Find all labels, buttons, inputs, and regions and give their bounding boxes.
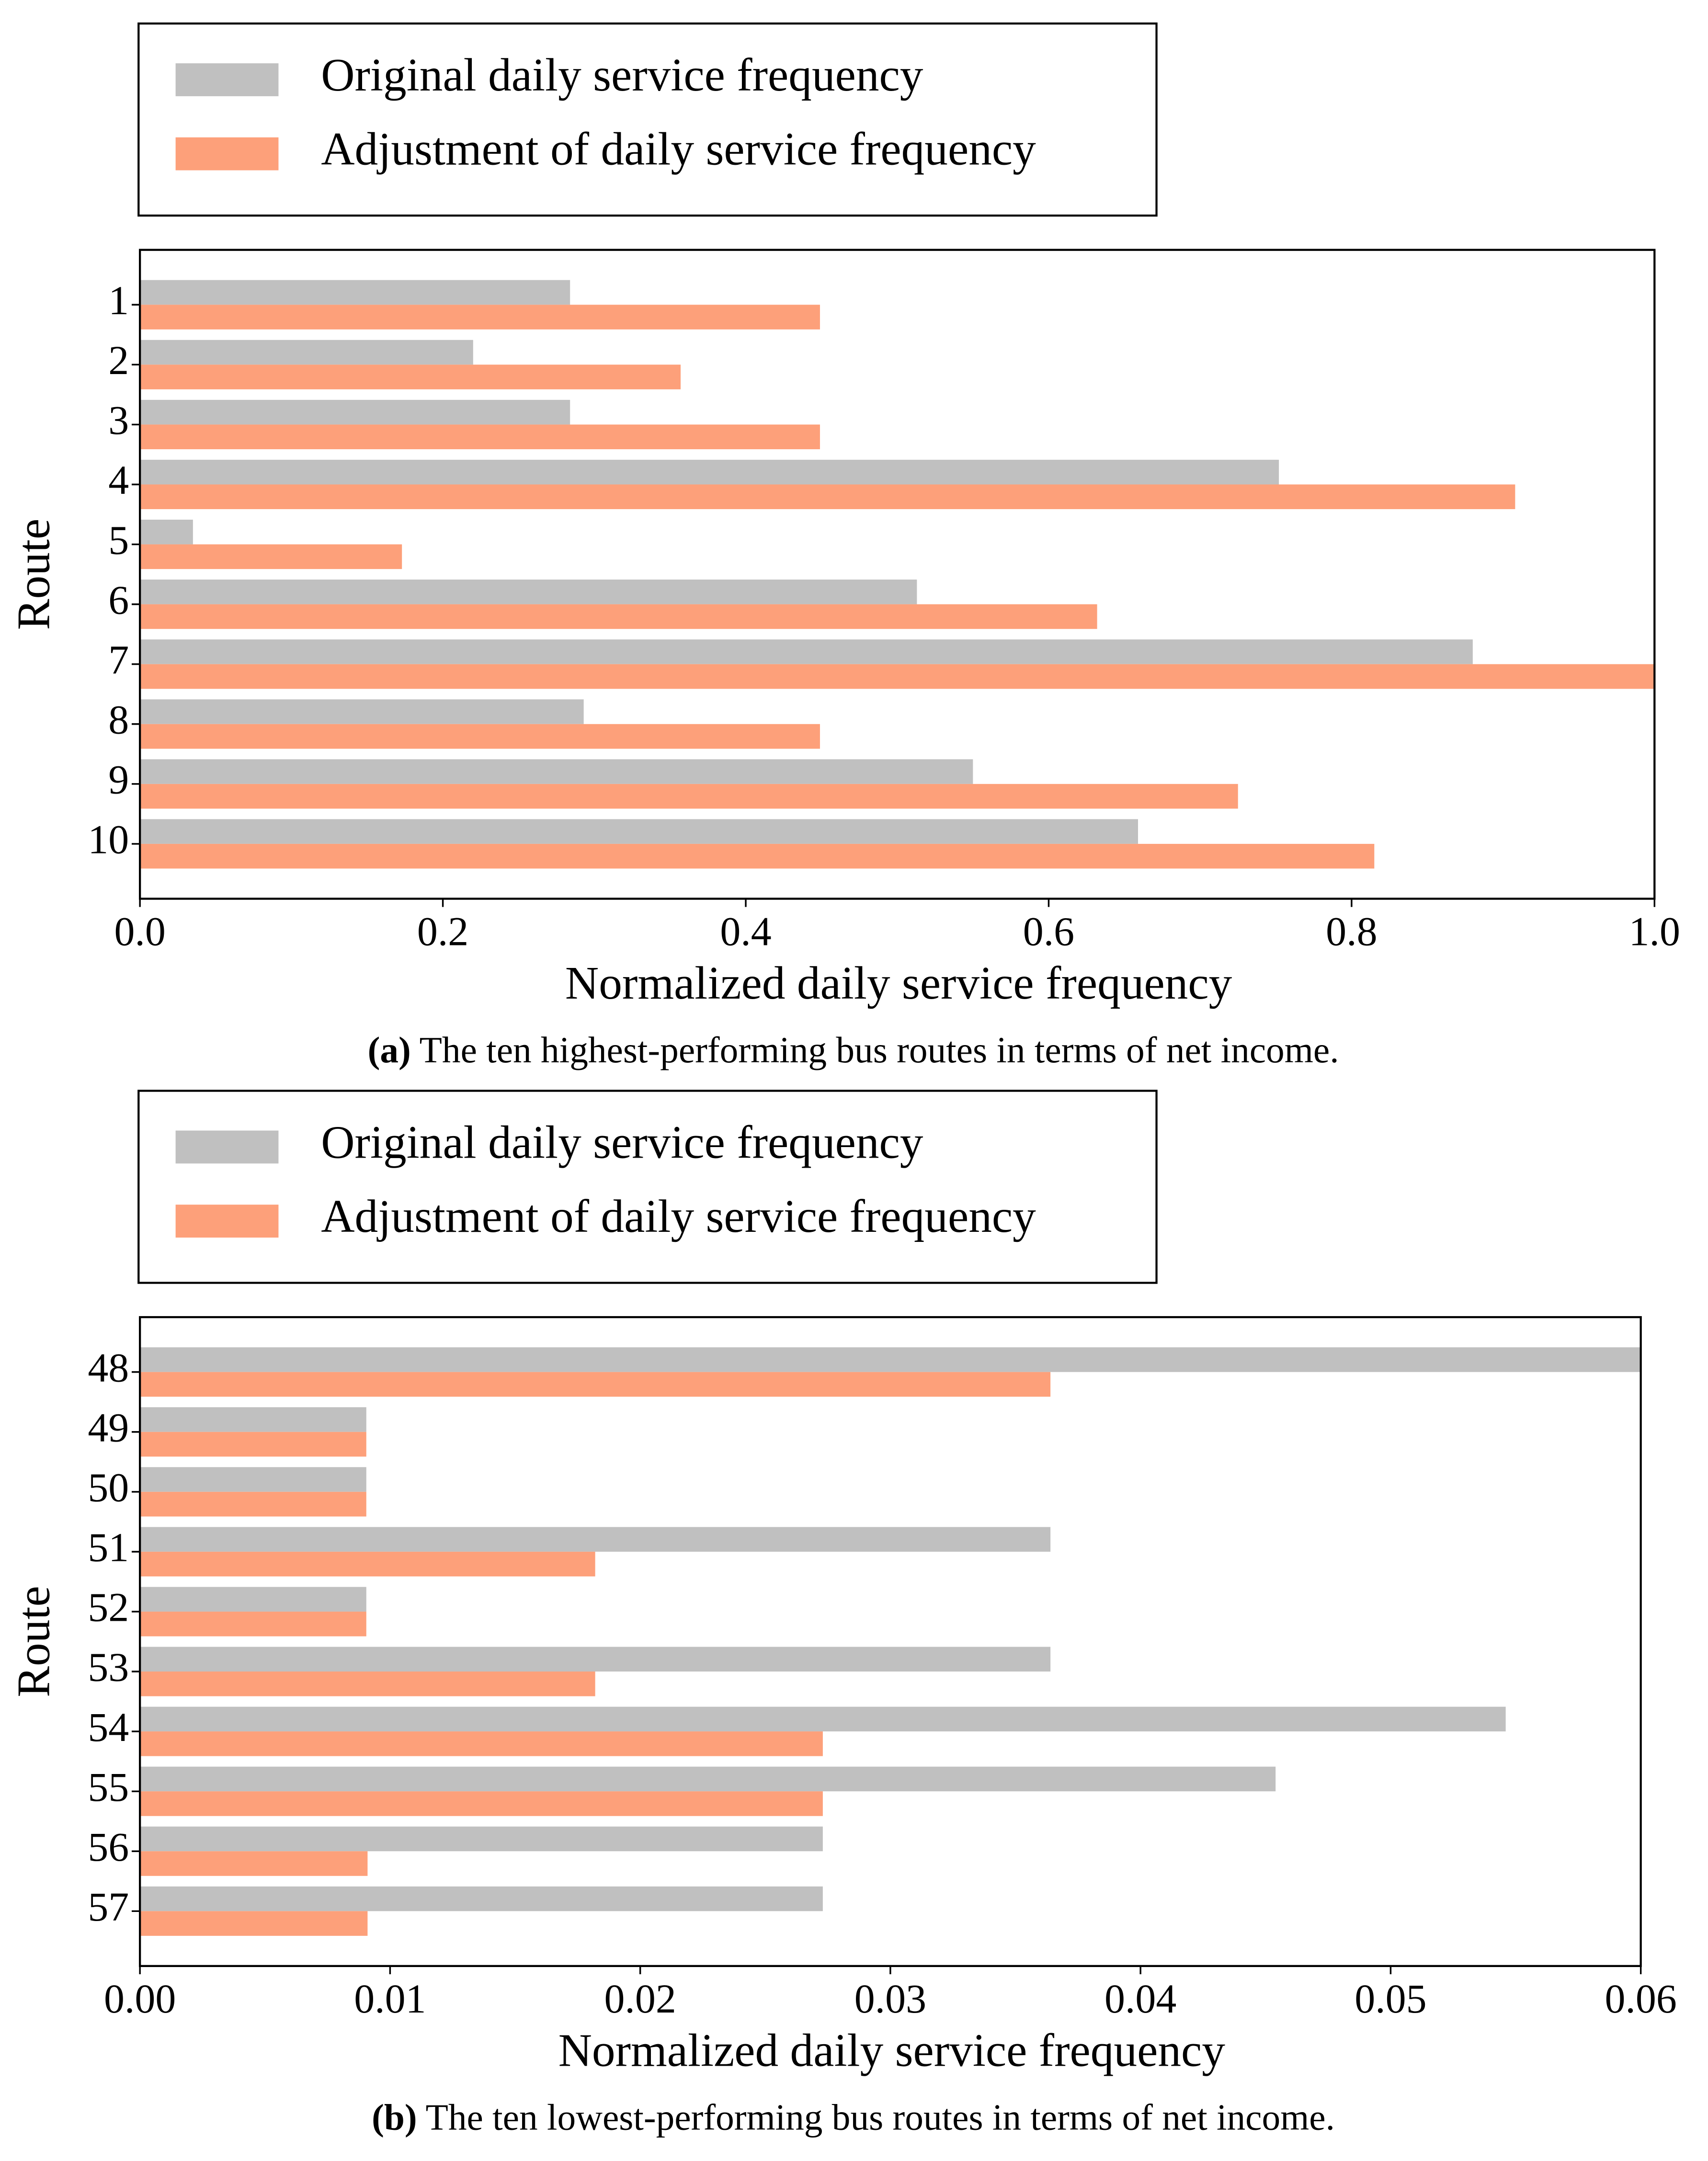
bar: [140, 1467, 366, 1492]
legend-swatch: [175, 137, 279, 171]
bar: [140, 580, 917, 604]
bar: [140, 1911, 368, 1936]
caption-label: (b): [372, 2096, 417, 2138]
x-tick-label: 1.0: [1629, 909, 1680, 955]
bar: [140, 784, 1238, 809]
y-tick-label: 55: [88, 1764, 129, 1810]
legend-swatch: [175, 1130, 279, 1164]
x-tick-label: 0.04: [1105, 1976, 1176, 2022]
bar: [140, 699, 584, 724]
bar: [140, 305, 820, 330]
bar: [140, 1407, 366, 1432]
legend-swatch: [175, 63, 279, 96]
bar: [140, 1766, 1276, 1792]
y-tick-label: 52: [88, 1584, 129, 1630]
y-tick-label: 51: [88, 1524, 129, 1570]
legend-label: Original daily service frequency: [321, 49, 923, 101]
bar: [140, 1491, 366, 1517]
bar: [140, 544, 402, 569]
y-tick-label: 1: [108, 277, 129, 323]
bar: [140, 1706, 1506, 1732]
bar: [140, 1791, 823, 1816]
legend-box: [137, 22, 1158, 217]
x-tick-label: 0.02: [604, 1976, 676, 2022]
bar: [140, 1347, 1641, 1372]
legend-label: Original daily service frequency: [321, 1116, 923, 1168]
bar: [140, 484, 1515, 510]
bar: [140, 364, 681, 389]
caption: (a) The ten highest-performing bus route…: [368, 1029, 1339, 1070]
bar: [140, 1731, 823, 1756]
x-tick-label: 0.00: [104, 1976, 176, 2022]
y-tick-label: 6: [108, 577, 129, 623]
y-tick-label: 56: [88, 1824, 129, 1870]
legend-swatch: [175, 1205, 279, 1238]
bar: [140, 759, 973, 784]
y-tick-label: 9: [108, 757, 129, 803]
x-axis-label: Normalized daily service frequency: [558, 2025, 1226, 2076]
bar: [140, 604, 1097, 629]
bar: [140, 1587, 366, 1612]
bar: [140, 399, 570, 425]
y-axis-label: Route: [8, 519, 60, 630]
bar: [140, 843, 1375, 869]
y-tick-label: 2: [108, 337, 129, 383]
x-tick-label: 0.4: [720, 909, 771, 955]
x-tick-label: 0.03: [854, 1976, 926, 2022]
caption: (b) The ten lowest-performing bus routes…: [372, 2096, 1335, 2138]
y-tick-label: 57: [88, 1884, 129, 1930]
bar: [140, 1672, 595, 1696]
bar: [140, 1372, 1051, 1397]
bar: [140, 664, 1655, 689]
y-tick-label: 3: [108, 397, 129, 443]
bar: [140, 459, 1279, 485]
caption-text: The ten lowest-performing bus routes in …: [417, 2096, 1335, 2138]
x-tick-label: 0.8: [1326, 909, 1377, 955]
legend-box: [137, 1090, 1158, 1284]
y-axis-label: Route: [8, 1586, 60, 1697]
bar: [140, 724, 820, 749]
y-tick-label: 5: [108, 517, 129, 563]
plot-frame: [139, 249, 1656, 900]
y-tick-label: 10: [88, 817, 129, 863]
bar: [140, 519, 193, 545]
bar: [140, 819, 1139, 844]
x-tick-label: 0.01: [354, 1976, 426, 2022]
x-tick-label: 0.06: [1605, 1976, 1676, 2022]
bar: [140, 1826, 823, 1852]
y-tick-label: 4: [108, 457, 129, 503]
bar: [140, 639, 1473, 664]
caption-text: The ten highest-performing bus routes in…: [411, 1029, 1339, 1070]
y-tick-label: 50: [88, 1465, 129, 1511]
y-tick-label: 49: [88, 1404, 129, 1450]
x-tick-label: 0.6: [1023, 909, 1074, 955]
bar: [140, 1551, 595, 1577]
bar: [140, 1432, 366, 1457]
legend-label: Adjustment of daily service frequency: [321, 1191, 1036, 1242]
y-tick-label: 7: [108, 637, 129, 682]
x-axis-label: Normalized daily service frequency: [565, 957, 1232, 1009]
legend-label: Adjustment of daily service frequency: [321, 124, 1036, 175]
y-tick-label: 48: [88, 1344, 129, 1390]
caption-label: (a): [368, 1029, 411, 1070]
x-tick-label: 0.05: [1355, 1976, 1426, 2022]
bar: [140, 1527, 1051, 1552]
bar: [140, 280, 570, 305]
y-tick-label: 54: [88, 1704, 129, 1750]
x-tick-label: 0.0: [114, 909, 165, 955]
bar: [140, 1886, 823, 1911]
x-tick-label: 0.2: [417, 909, 468, 955]
y-tick-label: 8: [108, 696, 129, 742]
y-tick-label: 53: [88, 1644, 129, 1690]
bar: [140, 1851, 368, 1876]
bar: [140, 1611, 366, 1637]
plot-frame: [139, 1316, 1642, 1968]
bar: [140, 1647, 1051, 1672]
bar: [140, 424, 820, 449]
bar: [140, 340, 473, 365]
